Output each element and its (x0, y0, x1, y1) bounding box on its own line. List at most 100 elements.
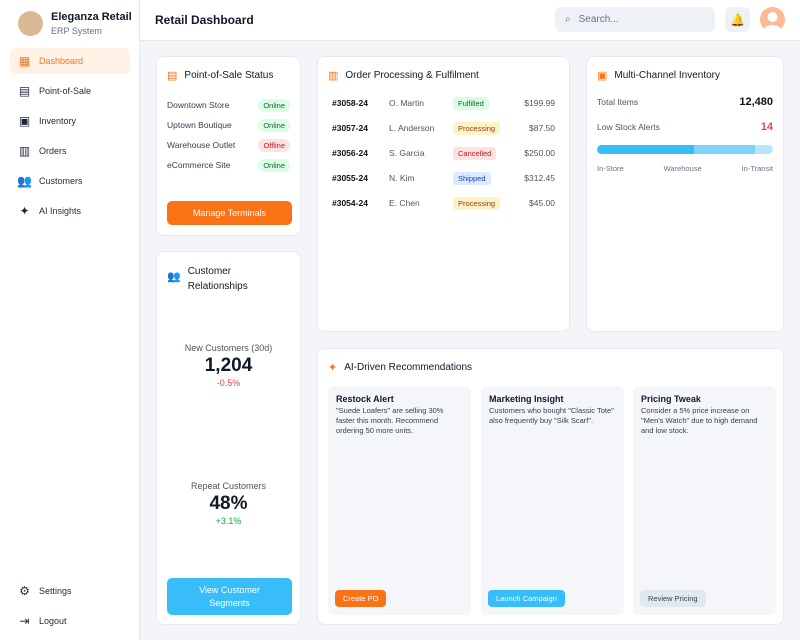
order-status-badge: Fulfilled (453, 96, 489, 110)
register-icon: ▤ (167, 70, 178, 82)
repeat-customers-value: 48% (209, 493, 248, 514)
new-customers-value: 1,204 (204, 355, 253, 376)
pos-store-row: eCommerce Site Online (167, 155, 290, 175)
inventory-split-bar (597, 145, 773, 154)
card-title: Point-of-Sale Status (184, 70, 274, 81)
dashboard-icon: ▦ (18, 54, 31, 68)
nav-label: Point-of-Sale (39, 86, 92, 96)
sidebar-item-inventory[interactable]: ▣ Inventory (10, 108, 130, 134)
order-amount: $312.45 (524, 172, 555, 183)
nav-label: Dashboard (39, 56, 84, 66)
rec-text: Customers who bought "Classic Tote" also… (489, 406, 614, 426)
manage-terminals-button[interactable]: Manage Terminals (167, 201, 292, 225)
brand-subtitle: ERP System (51, 26, 102, 36)
card-title: Customer Relationships (187, 266, 248, 292)
status-badge: Online (258, 158, 290, 172)
ai-recommendations-card: ✦ AI-Driven Recommendations Restock Alert… (317, 348, 784, 625)
sidebar-item-settings[interactable]: ⚙ Settings (10, 578, 130, 604)
nav-label: Logout (39, 616, 67, 626)
order-id: #3054-24 (332, 197, 368, 208)
nav-label: Inventory (39, 116, 77, 126)
customer-name: O. Martin (389, 97, 424, 108)
launch-campaign-button[interactable]: Launch Campaign (488, 590, 565, 607)
header: Retail Dashboard ⌕ Search... 🔔 (140, 0, 800, 41)
order-row[interactable]: #3058-24 O. Martin Fulfilled $199.99 (332, 90, 555, 115)
archive-icon: ▣ (597, 70, 608, 82)
order-id: #3055-24 (332, 172, 368, 183)
status-badge: Online (258, 98, 290, 112)
rec-title: Pricing Tweak (641, 394, 701, 404)
customer-name: L. Anderson (389, 122, 435, 133)
low-stock-label: Low Stock Alerts (597, 122, 660, 132)
bell-icon: 🔔 (730, 12, 745, 27)
in-store-label: In-Store (597, 164, 624, 173)
user-avatar[interactable] (760, 7, 785, 32)
order-status-badge: Cancelled (453, 146, 497, 160)
sidebar-item-point-of-sale[interactable]: ▤ Point-of-Sale (10, 78, 130, 104)
store-name: Downtown Store (167, 100, 230, 110)
recommendation-pricing: Pricing Tweak Consider a 5% price increas… (633, 386, 776, 615)
brand-name: Eleganza Retail (51, 11, 132, 23)
order-status-badge: Processing (453, 196, 501, 210)
order-id: #3058-24 (332, 97, 368, 108)
pos-store-row: Uptown Boutique Online (167, 115, 290, 135)
nav-label: Settings (39, 586, 72, 596)
sparkle-icon: ✦ (19, 204, 30, 218)
page-title: Retail Dashboard (155, 13, 254, 27)
order-status-badge: Shipped (453, 171, 491, 185)
nav-label: AI Insights (39, 206, 82, 216)
store-name: Uptown Boutique (167, 120, 232, 130)
customer-name: N. Kim (389, 172, 415, 183)
total-items-label: Total Items (597, 97, 639, 107)
orders-card: ▥ Order Processing & Fulfilment #3058-24 O… (317, 56, 570, 332)
rec-title: Marketing Insight (489, 394, 564, 404)
sidebar-item-orders[interactable]: ▥ Orders (10, 138, 130, 164)
users-icon: 👥 (17, 174, 32, 188)
card-title: AI-Driven Recommendations (344, 362, 473, 373)
create-po-button[interactable]: Create PO (335, 590, 387, 607)
order-row[interactable]: #3056-24 S. Garcia Cancelled $250.00 (332, 140, 555, 165)
gear-icon: ⚙ (19, 584, 30, 598)
order-amount: $45.00 (529, 197, 555, 208)
sidebar-item-ai-insights[interactable]: ✦ AI Insights (10, 198, 130, 224)
customer-name: S. Garcia (389, 147, 425, 158)
order-row[interactable]: #3055-24 N. Kim Shipped $312.45 (332, 165, 555, 190)
inventory-segment-warehouse (693, 145, 756, 154)
repeat-customers-label: Repeat Customers (190, 481, 267, 491)
review-pricing-button[interactable]: Review Pricing (640, 590, 706, 607)
status-badge: Offline (258, 138, 290, 152)
notifications-button[interactable]: 🔔 (725, 7, 750, 32)
new-customers-change: -0.5% (216, 378, 241, 388)
receipt-icon: ▥ (18, 144, 31, 158)
search-icon: ⌕ (565, 14, 571, 25)
order-row[interactable]: #3057-24 L. Anderson Processing $87.50 (332, 115, 555, 140)
sidebar-item-dashboard[interactable]: ▦ Dashboard (10, 48, 130, 74)
order-row[interactable]: #3054-24 E. Chen Processing $45.00 (332, 190, 555, 215)
sidebar: Eleganza Retail ERP System ▦ Dashboard ▤ P… (0, 0, 140, 640)
inventory-segment-in-transit (755, 145, 773, 154)
total-items-value: 12,480 (739, 96, 773, 108)
search-input[interactable]: ⌕ Search... (555, 7, 715, 32)
low-stock-value: 14 (760, 121, 773, 133)
status-badge: Online (258, 118, 290, 132)
search-placeholder: Search... (578, 14, 619, 25)
rec-title: Restock Alert (336, 394, 394, 404)
repeat-customers-change: +3.1% (215, 516, 242, 526)
order-status-badge: Processing (453, 121, 501, 135)
pos-store-row: Downtown Store Online (167, 95, 290, 115)
receipt-icon: ▥ (328, 70, 339, 82)
pos-status-card: ▤ Point-of-Sale Status Downtown Store Onli… (156, 56, 301, 236)
inventory-card: ▣ Multi-Channel Inventory Total Items 12,4… (586, 56, 784, 332)
inventory-segment-in-store (597, 145, 694, 154)
order-amount: $87.50 (529, 122, 555, 133)
order-id: #3057-24 (332, 122, 368, 133)
archive-icon: ▣ (18, 114, 31, 128)
sidebar-item-logout[interactable]: ⇥ Logout (10, 608, 130, 634)
in-transit-label: In-Transit (741, 164, 773, 173)
card-title: Multi-Channel Inventory (614, 70, 721, 81)
sidebar-item-customers[interactable]: 👥 Customers (10, 168, 130, 194)
view-customer-segments-button[interactable]: View Customer Segments (167, 578, 292, 615)
sparkle-icon: ✦ (328, 362, 338, 374)
card-title: Order Processing & Fulfilment (345, 70, 479, 81)
customer-relationships-card: 👥 Customer Relationships New Customers (3… (156, 251, 301, 625)
